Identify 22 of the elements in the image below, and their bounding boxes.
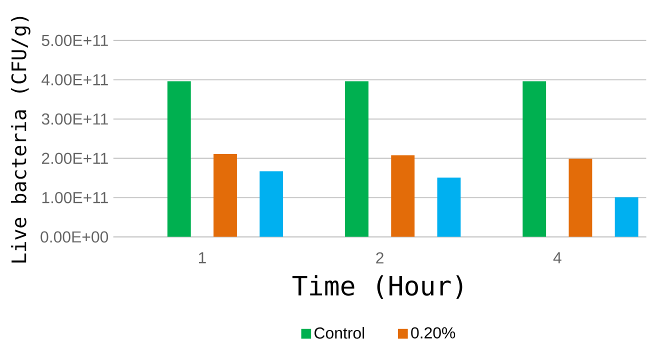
y-tick-label: 0.00E+00 [40, 231, 108, 243]
y-tick-label: 2.00E+11 [42, 152, 108, 164]
x-tick-label: 4 [553, 252, 562, 264]
bar [568, 158, 592, 237]
y-tick-label: 1.00E+11 [42, 192, 108, 204]
y-tick-label: 5.00E+11 [42, 34, 108, 46]
bar [167, 81, 191, 237]
x-axis-title: Time (Hour) [292, 275, 462, 299]
x-tick-label: 2 [376, 252, 384, 264]
x-tick-label: 1 [198, 252, 206, 264]
bar [522, 81, 546, 237]
bar [345, 81, 368, 237]
bar [260, 171, 284, 237]
y-tick-label: 4.00E+11 [42, 74, 108, 86]
bar [214, 154, 237, 237]
bar [614, 197, 638, 237]
legend-label: 0.20% [411, 327, 456, 339]
bar [391, 155, 415, 237]
bar [437, 178, 461, 237]
y-axis-title: Live bacteria (CFU/g) [10, 16, 30, 263]
y-tick-label: 3.00E+11 [42, 113, 108, 125]
legend-label: Control [314, 327, 364, 339]
